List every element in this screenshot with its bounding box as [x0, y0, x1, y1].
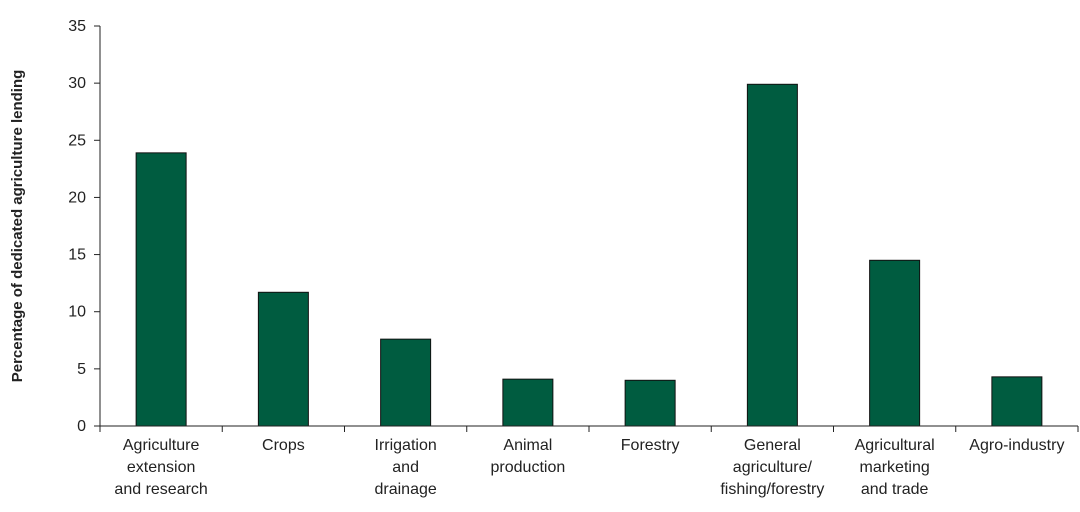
y-tick-label: 35	[68, 18, 86, 35]
y-tick-label: 0	[77, 418, 86, 435]
x-category-label: Agricultural marketing and trade	[855, 437, 935, 498]
x-category-label: General agriculture/fishing/forestry	[720, 437, 824, 498]
x-axis-labels: Agriculture extension and research Crops Irr…	[114, 437, 1064, 498]
bar	[135, 152, 187, 427]
x-category-label: Animal production	[491, 437, 566, 476]
bar	[869, 259, 921, 427]
y-axis-ticks: 0 5 10 15 20 25 30 35	[68, 18, 100, 435]
y-tick-label: 30	[68, 75, 86, 92]
x-category-label-line: Crops	[262, 437, 305, 454]
y-tick-label: 15	[68, 247, 86, 264]
bar	[380, 338, 432, 427]
x-category-label-line: General	[744, 437, 801, 454]
x-category-label-line: marketing	[860, 459, 930, 476]
x-category-label: Forestry	[621, 437, 680, 454]
x-category-label-line: and research	[114, 481, 207, 498]
x-category-label: Agriculture extension and research	[114, 437, 207, 498]
x-category-label: Irrigation and drainage	[374, 437, 436, 498]
x-category-label-line: agriculture/	[733, 459, 813, 476]
axes	[99, 26, 1079, 432]
y-axis-title: Percentage of dedicated agriculture lend…	[9, 70, 26, 383]
x-category-label: Agro-industry	[969, 437, 1064, 454]
x-category-label-line: Irrigation	[375, 437, 437, 454]
x-category-label-line: fishing/forestry	[720, 481, 824, 498]
bar	[746, 83, 798, 427]
x-category-label-line: Agricultural	[855, 437, 935, 454]
x-category-label-line: production	[491, 459, 566, 476]
x-category-label-line: Forestry	[621, 437, 680, 454]
x-category-label-line: and	[392, 459, 419, 476]
x-category-label-line: extension	[127, 459, 196, 476]
x-category-label: Crops	[262, 437, 305, 454]
bar	[502, 378, 554, 427]
y-tick-label: 20	[68, 189, 86, 206]
bar	[624, 379, 676, 427]
x-category-label-line: Agriculture	[123, 437, 200, 454]
bars	[135, 83, 1043, 427]
bar	[991, 376, 1043, 427]
x-category-label-line: drainage	[374, 481, 436, 498]
y-axis-title-group: Percentage of dedicated agriculture lend…	[9, 70, 26, 383]
bar	[257, 291, 309, 427]
x-category-label-line: Animal	[503, 437, 552, 454]
x-category-label-line: and trade	[861, 481, 929, 498]
y-tick-label: 5	[77, 361, 86, 378]
y-tick-label: 25	[68, 132, 86, 149]
x-category-label-line: Agro-industry	[969, 437, 1064, 454]
y-tick-label: 10	[68, 304, 86, 321]
